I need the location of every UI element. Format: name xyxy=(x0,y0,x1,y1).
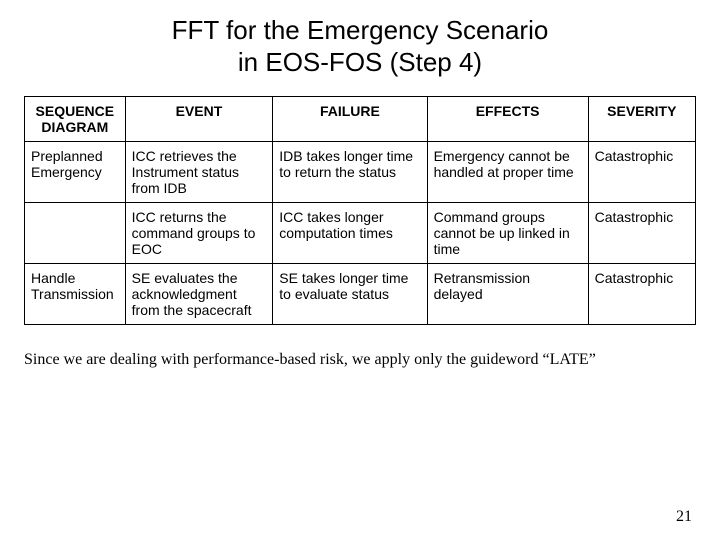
cell: Catastrophic xyxy=(588,142,695,203)
col-header: SEQUENCE DIAGRAM xyxy=(25,97,126,142)
col-header: EVENT xyxy=(125,97,273,142)
cell: Emergency cannot be handled at proper ti… xyxy=(427,142,588,203)
cell: Handle Transmission xyxy=(25,264,126,325)
title-line-1: FFT for the Emergency Scenario xyxy=(24,14,696,46)
cell: ICC returns the command groups to EOC xyxy=(125,203,273,264)
cell xyxy=(25,203,126,264)
cell: Preplanned Emergency xyxy=(25,142,126,203)
table-header-row: SEQUENCE DIAGRAM EVENT FAILURE EFFECTS S… xyxy=(25,97,696,142)
fft-table: SEQUENCE DIAGRAM EVENT FAILURE EFFECTS S… xyxy=(24,96,696,325)
col-header: EFFECTS xyxy=(427,97,588,142)
cell: Command groups cannot be up linked in ti… xyxy=(427,203,588,264)
cell: Retransmission delayed xyxy=(427,264,588,325)
col-header: FAILURE xyxy=(273,97,427,142)
table-row: Handle Transmission SE evaluates the ack… xyxy=(25,264,696,325)
caption-text: Since we are dealing with performance-ba… xyxy=(24,351,696,369)
page-number: 21 xyxy=(676,508,692,526)
cell: ICC retrieves the Instrument status from… xyxy=(125,142,273,203)
table-row: ICC returns the command groups to EOC IC… xyxy=(25,203,696,264)
slide: FFT for the Emergency Scenario in EOS-FO… xyxy=(0,0,720,540)
title-line-2: in EOS-FOS (Step 4) xyxy=(24,46,696,78)
cell: Catastrophic xyxy=(588,264,695,325)
slide-title: FFT for the Emergency Scenario in EOS-FO… xyxy=(24,14,696,78)
cell: SE evaluates the acknowledgment from the… xyxy=(125,264,273,325)
col-header: SEVERITY xyxy=(588,97,695,142)
cell: ICC takes longer computation times xyxy=(273,203,427,264)
table-row: Preplanned Emergency ICC retrieves the I… xyxy=(25,142,696,203)
cell: Catastrophic xyxy=(588,203,695,264)
cell: IDB takes longer time to return the stat… xyxy=(273,142,427,203)
cell: SE takes longer time to evaluate status xyxy=(273,264,427,325)
